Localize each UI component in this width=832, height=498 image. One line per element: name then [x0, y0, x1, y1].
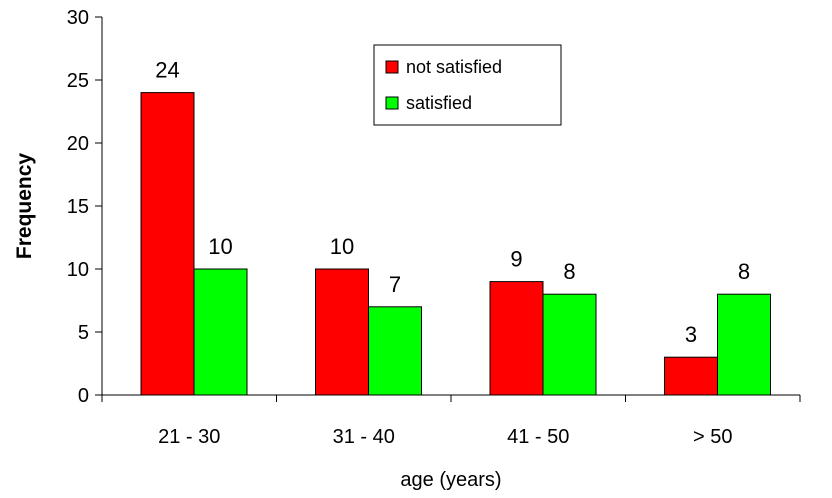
data-label-not-satisfied: 9: [510, 247, 522, 272]
y-tick-label: 30: [67, 7, 89, 29]
legend-label-satisfied: satisfied: [406, 93, 472, 113]
data-label-satisfied: 8: [563, 259, 575, 284]
data-label-not-satisfied: 24: [155, 58, 179, 83]
y-tick-label: 25: [67, 70, 89, 92]
bar-not-satisfied: [489, 281, 544, 396]
y-axis-title: Frequency: [13, 153, 36, 260]
bar-not-satisfied: [315, 268, 369, 396]
bar-not-satisfied: [140, 92, 195, 396]
bar-not-satisfied: [664, 356, 718, 396]
value-labels: 24 10 9 3 10 7 8 8: [155, 58, 750, 348]
legend-label-not-satisfied: not satisfied: [406, 57, 502, 77]
bar-satisfied: [193, 268, 248, 396]
data-label-satisfied: 7: [389, 272, 401, 297]
legend-box: [373, 44, 562, 126]
y-tick-label: 5: [78, 322, 89, 344]
legend: not satisfied satisfied: [373, 44, 562, 126]
legend-swatch-not-satisfied: [385, 60, 399, 74]
y-tick-label: 15: [67, 196, 89, 218]
y-axis: 0 5 10 15 20 25 30: [67, 7, 103, 407]
data-label-satisfied: 8: [738, 259, 750, 284]
bar-satisfied: [717, 293, 771, 396]
x-tick-label: 21 - 30: [158, 426, 220, 448]
y-tick-label: 10: [67, 259, 89, 281]
bars: [140, 92, 771, 396]
x-tick-label: > 50: [693, 426, 732, 448]
bar-satisfied: [368, 306, 422, 396]
y-tick-label: 0: [78, 385, 89, 407]
y-tick-label: 20: [67, 133, 89, 155]
x-tick-label: 41 - 50: [507, 426, 569, 448]
x-axis-title: age (years): [400, 469, 501, 491]
x-tick-label: 31 - 40: [333, 426, 395, 448]
legend-swatch-satisfied: [385, 96, 399, 110]
data-label-not-satisfied: 10: [330, 234, 354, 259]
x-axis: 21 - 30 31 - 40 41 - 50 > 50: [101, 394, 801, 448]
data-label-satisfied: 10: [208, 234, 232, 259]
data-label-not-satisfied: 3: [685, 322, 697, 347]
bar-satisfied: [542, 293, 597, 396]
